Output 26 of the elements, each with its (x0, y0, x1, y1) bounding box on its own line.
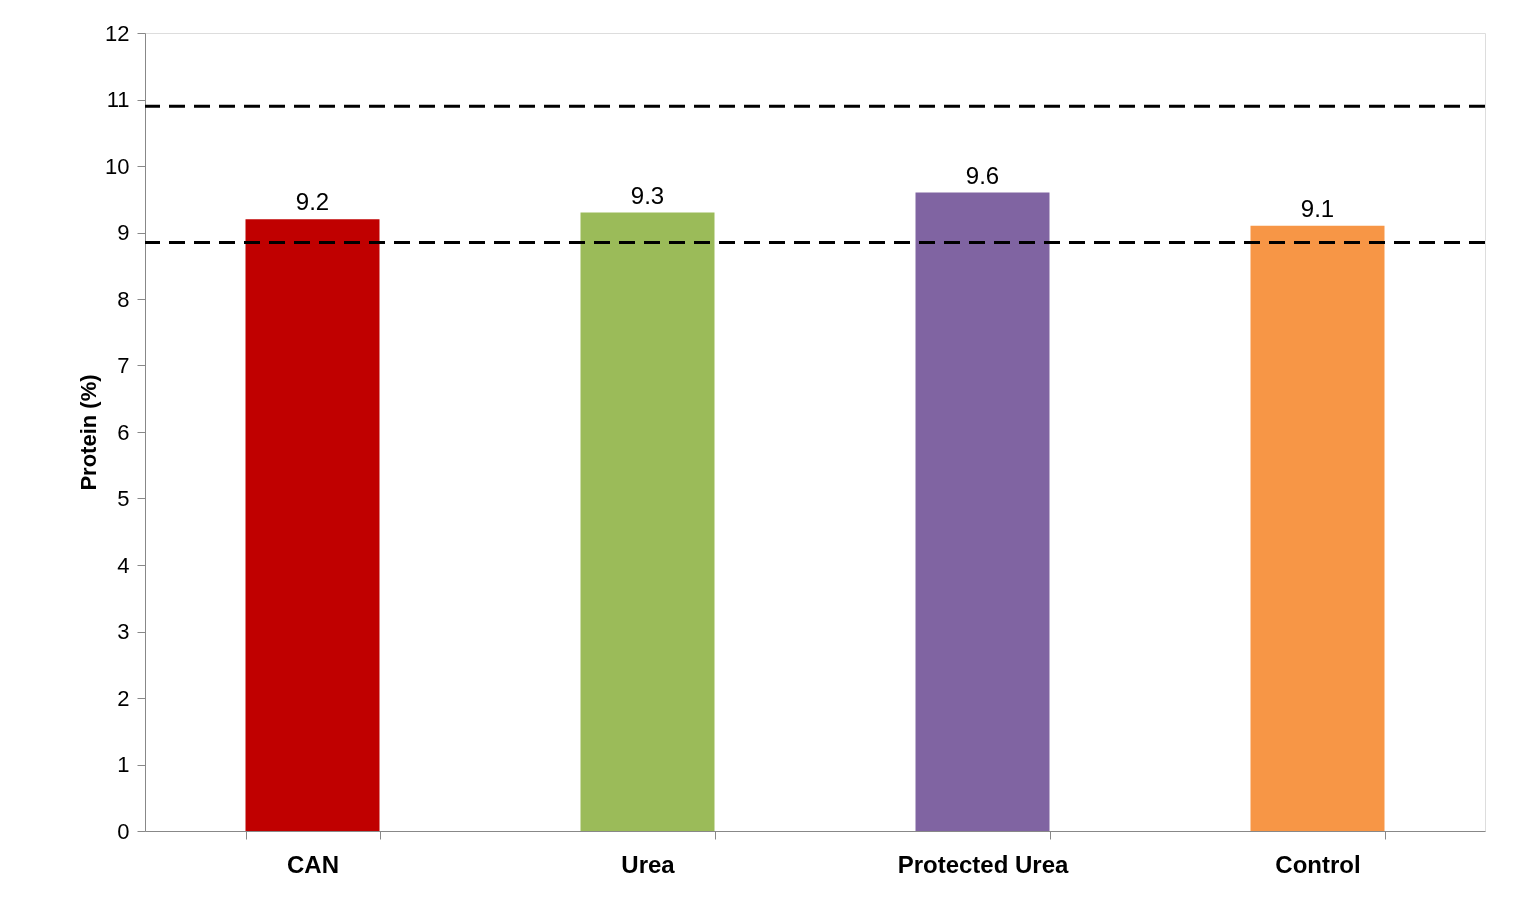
y-tick-label: 6 (117, 419, 130, 445)
data-label: 9.3 (630, 181, 665, 209)
bar (1250, 225, 1385, 831)
bar (245, 219, 380, 831)
y-tick-label: 1 (117, 752, 130, 777)
bar (580, 212, 715, 831)
x-tick-label: CAN (287, 850, 339, 878)
y-tick-label: 0 (117, 818, 130, 844)
x-tick-label: Control (1275, 850, 1361, 878)
y-tick-label: 11 (106, 87, 130, 112)
bar (915, 192, 1050, 831)
data-label: 9.6 (965, 161, 1000, 189)
x-tick-label: Protected Urea (897, 850, 1070, 878)
y-tick-label: 9 (117, 220, 130, 245)
y-tick-label: 4 (117, 552, 130, 578)
y-tick-label: 10 (105, 153, 130, 179)
y-tick-label: 2 (117, 685, 130, 711)
y-tick-label: 3 (117, 619, 130, 644)
x-tick-label: Urea (621, 850, 676, 878)
y-tick-label: 5 (117, 486, 130, 511)
data-label: 9.2 (295, 188, 330, 216)
y-tick-label: 12 (105, 20, 130, 46)
y-tick-label: 7 (117, 353, 130, 378)
y-tick-label: 8 (117, 286, 130, 312)
data-label: 9.1 (1300, 194, 1335, 222)
y-axis-title: Protein (%) (76, 374, 102, 491)
